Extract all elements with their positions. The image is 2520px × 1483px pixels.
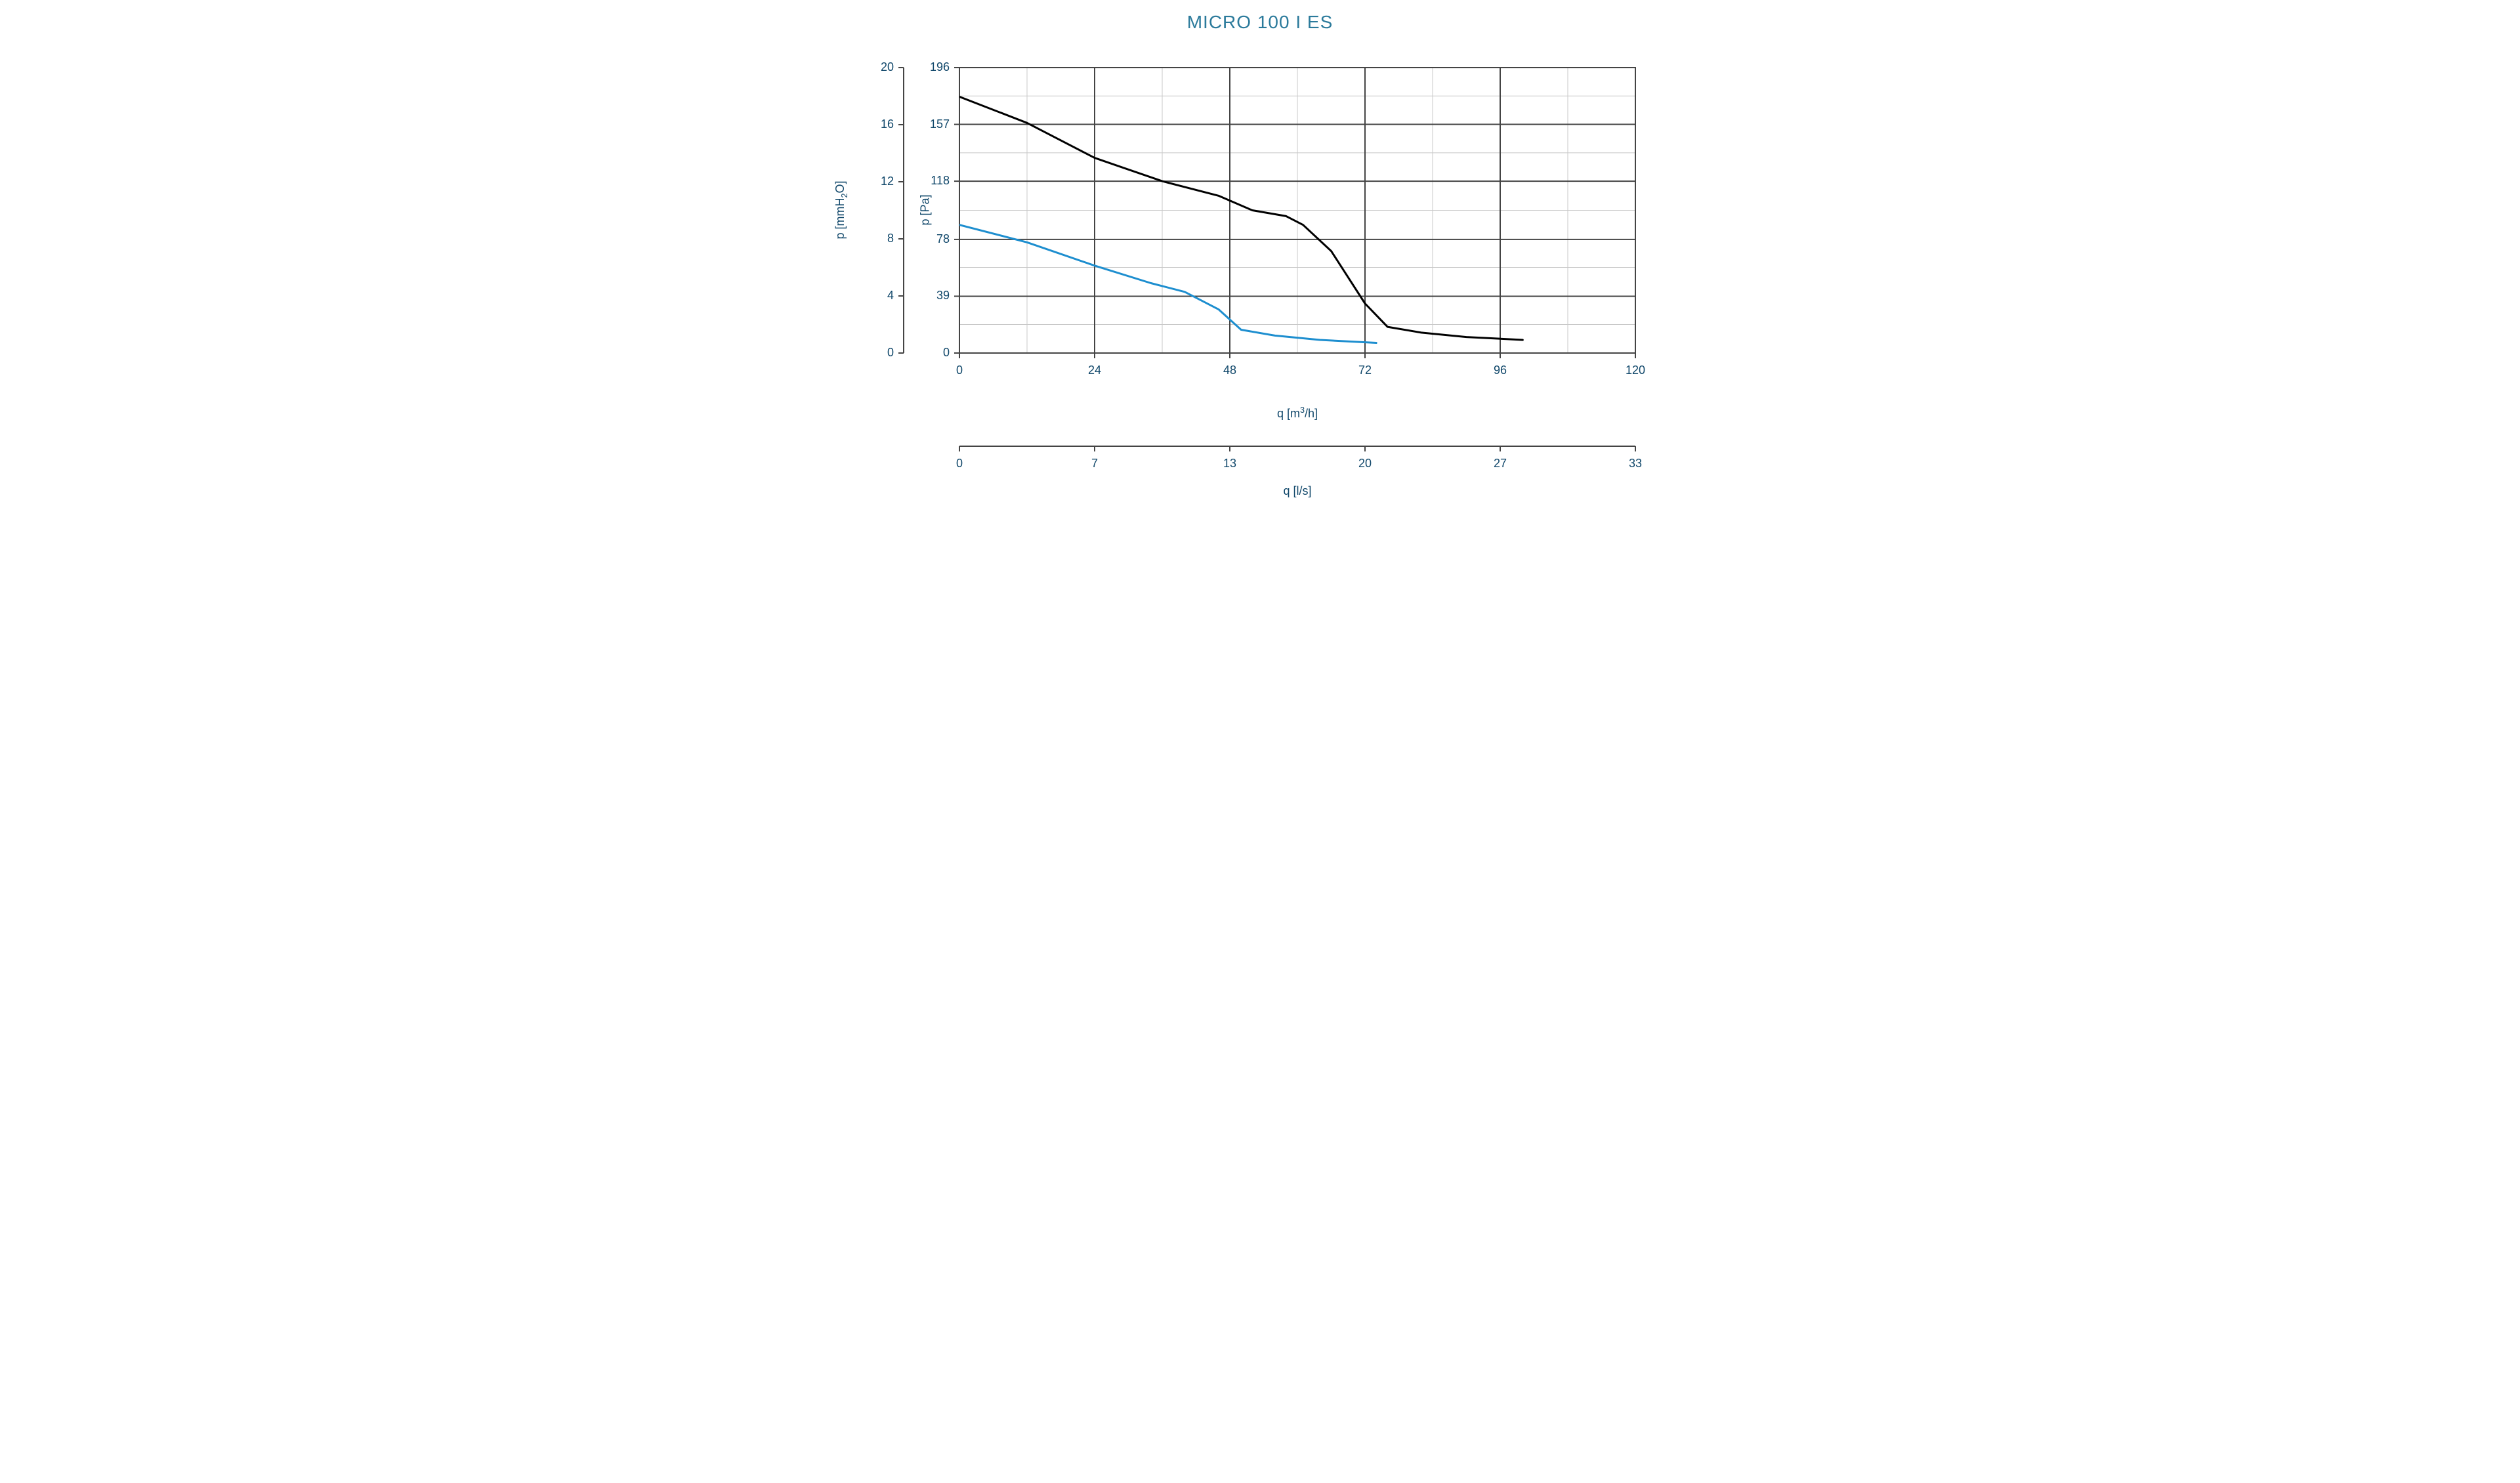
chart-svg: [756, 0, 1764, 593]
tick-label: 0: [933, 457, 986, 470]
tick-label: 196: [914, 60, 950, 74]
x2-axis-label: q [l/s]: [1283, 484, 1311, 498]
x1-axis-label: q [m3/h]: [1277, 406, 1318, 421]
tick-label: 0: [933, 364, 986, 377]
tick-label: 7: [1068, 457, 1121, 470]
y2-axis-label: p [mmH2O]: [833, 180, 849, 239]
tick-label: 157: [914, 117, 950, 131]
tick-label: 24: [1068, 364, 1121, 377]
tick-label: 96: [1474, 364, 1526, 377]
series-low-speed: [959, 225, 1376, 343]
tick-label: 48: [1204, 364, 1256, 377]
tick-label: 4: [858, 289, 894, 303]
tick-label: 20: [858, 60, 894, 74]
tick-label: 12: [858, 175, 894, 188]
tick-label: 33: [1609, 457, 1662, 470]
tick-label: 0: [858, 346, 894, 360]
tick-label: 118: [914, 174, 950, 188]
tick-label: 78: [914, 232, 950, 246]
series-high-speed: [959, 96, 1522, 340]
tick-label: 120: [1609, 364, 1662, 377]
tick-label: 13: [1204, 457, 1256, 470]
tick-label: 27: [1474, 457, 1526, 470]
chart-page: MICRO 100 I ES p [mmH2O] p [Pa] q [m3/h]…: [756, 0, 1764, 593]
y1-axis-label: p [Pa]: [919, 194, 933, 225]
tick-label: 8: [858, 232, 894, 245]
tick-label: 0: [914, 346, 950, 360]
tick-label: 20: [1339, 457, 1391, 470]
tick-label: 39: [914, 289, 950, 303]
tick-label: 72: [1339, 364, 1391, 377]
tick-label: 16: [858, 117, 894, 131]
